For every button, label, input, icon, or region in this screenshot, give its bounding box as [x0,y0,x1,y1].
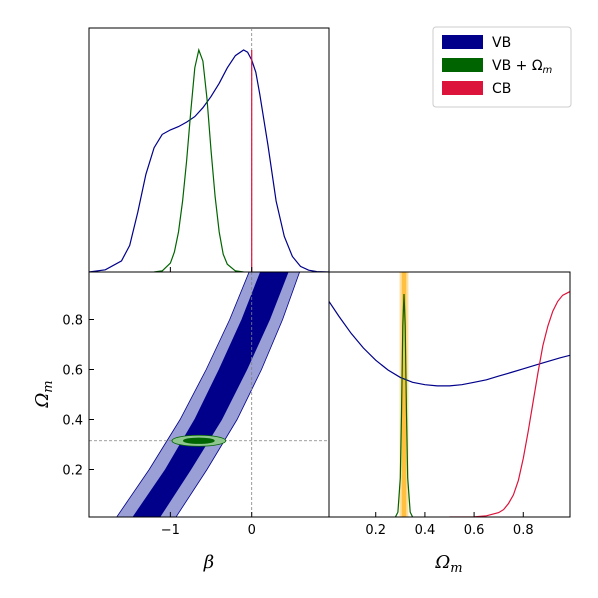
joint-vb_om-contour [182,437,215,444]
legend-swatch-cb [442,81,483,95]
joint-x-tick-label: 0 [248,523,256,538]
beta-marginal-panel [88,27,330,273]
joint-y-tick-label: 0.8 [62,314,83,329]
beta-axis-label: β [203,552,214,573]
joint-x-tick-label: −1 [161,523,180,538]
joint-y-ticks: 0.2 0.4 0.6 0.8 [62,314,94,479]
omega-x-axis-label: Ωm [434,552,462,576]
omega-axis-label: Ωm [32,380,56,408]
beta-marginal-vb_om-curve [154,47,244,273]
legend-label-cb: CB [492,81,511,97]
omega-marginal-curves [329,291,570,517]
legend: VB VB + Ωm CB [432,26,572,108]
beta-marginal-frame [88,27,330,273]
omega-marginal-background [329,272,570,517]
joint-y-tick-label: 0.6 [62,364,83,379]
omega-marginal-vb_om-curve [394,293,414,517]
joint-panel: −1 0 0.2 0.4 0.6 0.8 β Ωm [32,271,330,573]
omega-marginal-cb-curve [449,291,570,517]
omega-marginal-frame [328,271,571,518]
legend-label-vb: VB [492,35,511,51]
omega-prior-band [399,272,409,517]
omega-marginal-panel: 0.2 0.4 0.6 0.8 Ωm [328,271,571,576]
omega-marginal-x-tick-label: 0.6 [464,523,485,538]
beta-marginal-curves [88,47,330,273]
omega-marginal-x-tick-label: 0.2 [365,523,386,538]
joint-vb-omega-contours [171,434,227,447]
joint-band-68pct [132,272,289,517]
legend-label-vb_om: VB + Ωm [492,58,553,76]
omega-marginal-x-ticks: 0.2 0.4 0.6 0.8 [365,512,534,538]
legend-swatch-vb_om [442,58,483,72]
beta-marginal-ticks [169,267,253,272]
legend-swatch-vb [442,35,483,49]
omega-prior-band-inner [401,272,407,517]
joint-contour-bands [116,272,301,517]
omega-marginal-x-tick-label: 0.4 [415,523,436,538]
beta-marginal-vb-curve [88,49,330,273]
joint-y-tick-label: 0.4 [62,414,83,429]
joint-x-ticks: −1 0 [161,512,256,538]
joint-y-tick-label: 0.2 [62,464,83,479]
omega-marginal-x-tick-label: 0.8 [513,523,534,538]
omega-marginal-vb-curve [329,301,570,387]
